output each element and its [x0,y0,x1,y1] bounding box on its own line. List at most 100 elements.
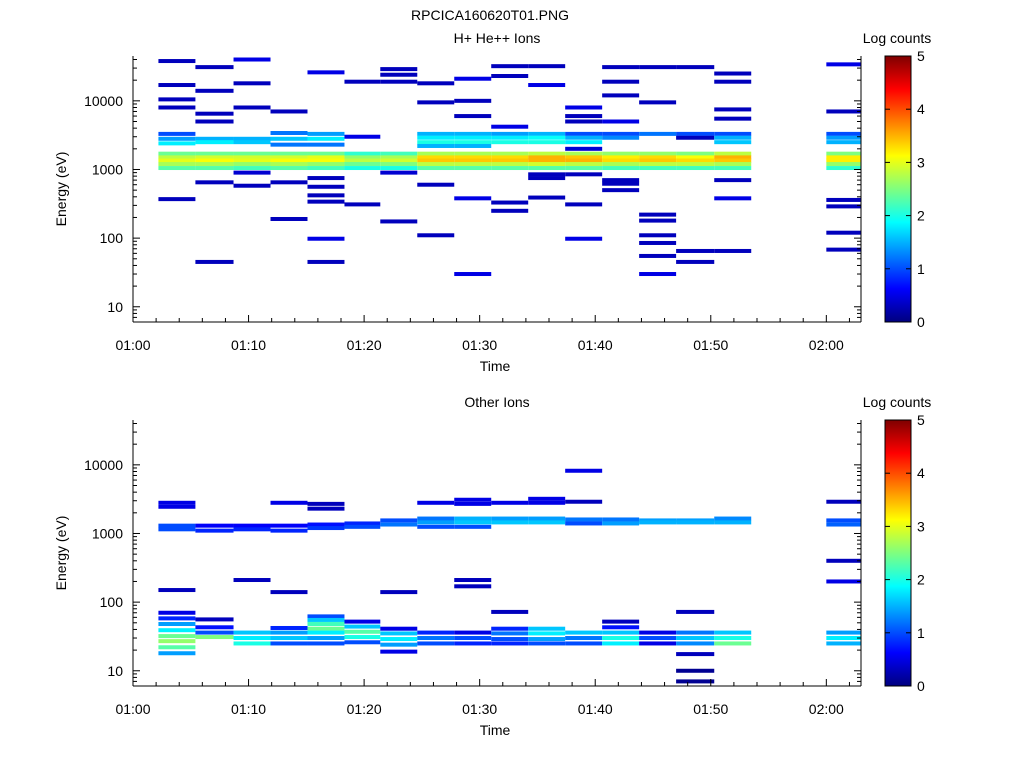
heatmap-cell [714,71,752,76]
heatmap-cell [158,588,196,593]
heatmap-cell [417,641,455,646]
heatmap-cell [233,183,271,188]
heatmap-cell [158,97,196,102]
heatmap-cell [639,233,677,238]
heatmap-cell [233,140,271,145]
heatmap-cell [380,642,418,647]
heatmap-cell [380,166,418,171]
heatmap-cell [195,136,234,141]
heatmap-cell [417,524,455,529]
y-tick-label: 10000 [84,93,123,109]
heatmap-cell [380,518,418,523]
heatmap-cell [565,521,603,526]
heatmap-cell [417,500,455,505]
x-tick-label: 01:20 [347,701,382,717]
heatmap-cell [676,630,715,635]
heatmap-cell [491,631,529,636]
heatmap-cell [307,630,345,635]
heatmap-cell [344,202,381,207]
heatmap-cell [602,166,640,171]
heatmap-cell [380,631,418,636]
heatmap-cell [602,131,640,136]
heatmap-cell [158,162,196,167]
x-tick-label: 01:20 [347,337,382,353]
heatmap-cell [344,155,381,160]
heatmap-cell [565,499,603,504]
heatmap-cell [417,516,455,521]
heatmap-cell [195,140,234,145]
heatmap-cell [565,151,603,156]
heatmap-cell [380,67,418,72]
heatmap-cell [639,636,677,641]
heatmap-cell [195,162,234,167]
heatmap-cell [454,76,492,81]
heatmap-cell [233,81,271,86]
heatmap-cell [602,178,640,183]
heatmap-cell [826,135,861,140]
heatmap-cell [233,641,271,646]
heatmap-cell [528,131,566,136]
x-tick-label: 01:00 [115,701,150,717]
heatmap-cell [639,155,677,160]
heatmap-cell [454,158,492,163]
heatmap-cell [639,158,677,163]
heatmap-cell [714,248,752,253]
colorbar-tick-label: 3 [917,518,925,534]
heatmap-cell [417,182,455,187]
x-tick-label: 01:50 [693,337,728,353]
heatmap-cell [270,500,308,505]
heatmap-cell [307,158,345,163]
heatmap-cell [714,155,752,160]
heatmap-cell [676,609,715,614]
heatmap-cell [417,166,455,171]
heatmap-cell [826,158,861,163]
heatmap-cell [676,668,715,673]
heatmap-cell [158,610,196,615]
heatmap-cell [195,528,234,533]
heatmap-cell [195,635,234,640]
heatmap-cell [602,65,640,70]
heatmap-cell [233,630,271,635]
heatmap-cell [158,197,196,202]
x-tick-label: 01:00 [115,337,150,353]
heatmap-cell [826,230,861,235]
heatmap-cell [307,142,345,147]
heatmap-cell [233,170,271,175]
heatmap-cell [158,158,196,163]
heatmap-cell [270,155,308,160]
heatmap-cell [714,135,752,140]
heatmap-cell [826,151,861,156]
heatmap-cell [528,135,566,140]
heatmap-cell [307,506,345,511]
heatmap-cell [233,527,271,532]
heatmap-cell [233,155,271,160]
heatmap-cell [826,499,861,504]
heatmap-cell [380,649,418,654]
heatmap-cell [195,65,234,70]
heatmap-cell [307,622,345,627]
heatmap-cell [380,158,418,163]
x-tick-label: 02:00 [809,701,844,717]
heatmap-cell [233,166,271,171]
heatmap-cell [158,136,196,141]
heatmap-cell [344,629,381,634]
heatmap-cell [528,516,566,521]
y-tick-label: 1000 [92,161,123,177]
heatmap-cell [714,107,752,112]
heatmap-cell [344,619,381,624]
colorbar-frame [884,55,912,323]
heatmap-cell [714,630,752,635]
colorbar-tick-label: 1 [917,625,925,641]
heatmap-cell [639,162,677,167]
heatmap-cell [528,641,566,646]
heatmap-cell [417,81,455,86]
heatmap-cell [270,216,308,221]
heatmap-cell [380,155,418,160]
heatmap-cell [491,641,529,646]
y-tick-label: 10 [107,299,123,315]
heatmap-cell [565,135,603,140]
heatmap-cell [602,188,640,193]
heatmap-cell [380,72,418,77]
heatmap-cell [639,641,677,646]
heatmap-cell [528,158,566,163]
